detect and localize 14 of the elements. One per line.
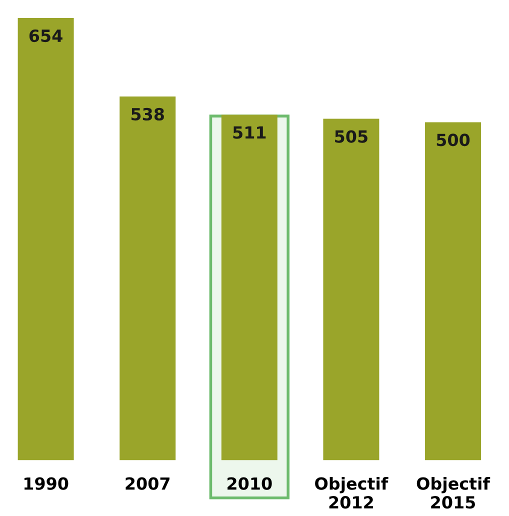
x-tick-label: 2010 [228,477,272,490]
bar [323,118,380,460]
bar [425,122,482,460]
x-tick-label: Objectif 2015 [416,476,490,509]
data-label: 654 [29,29,62,42]
data-label: 538 [132,108,164,121]
x-tick-label: 1990 [24,477,68,490]
x-tick-label: 2007 [126,477,170,490]
bar [120,96,176,460]
x-tick-label: Objectif 2012 [315,476,388,509]
data-label: 500 [436,134,470,146]
bar [18,18,74,460]
data-label: 505 [335,130,368,143]
data-label: 511 [233,126,266,139]
